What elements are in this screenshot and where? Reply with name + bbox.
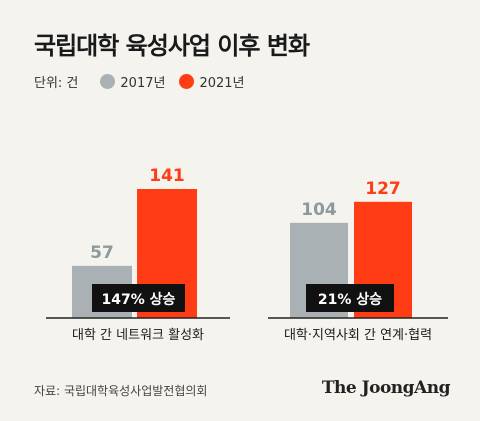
source-note: 자료: 국립대학육성사업발전협의회 — [34, 384, 208, 398]
chart-title: 국립대학 육성사업 이후 변화 — [34, 32, 310, 60]
legend-swatch-2017 — [100, 74, 116, 89]
value-label-1-2017: 57 — [90, 243, 114, 263]
legend: 단위: 건 2017년 2021년 — [34, 72, 259, 91]
legend-label-2021: 2021년 — [199, 76, 245, 91]
growth-label-1: 147% 상승 — [102, 292, 176, 308]
unit-label: 단위: 건 — [34, 76, 79, 91]
growth-badge-2 — [306, 284, 394, 312]
legend-label-2017: 2017년 — [120, 76, 166, 91]
legend-swatch-2021 — [179, 74, 195, 89]
value-label-2-2017: 104 — [301, 200, 337, 220]
value-label-1-2021: 141 — [149, 166, 185, 186]
legend-item-2017: 2017년 — [100, 72, 165, 91]
category-label-2: 대학·지역사회 간 연계·협력 — [284, 328, 432, 343]
brand-logo: The JoongAng — [321, 378, 451, 398]
legend-item-2021: 2021년 — [179, 72, 245, 91]
value-label-2-2021: 127 — [365, 179, 401, 199]
category-label-1: 대학 간 네트워크 활성화 — [72, 328, 204, 343]
growth-label-2: 21% 상승 — [318, 292, 382, 308]
growth-badge-1 — [92, 284, 185, 312]
